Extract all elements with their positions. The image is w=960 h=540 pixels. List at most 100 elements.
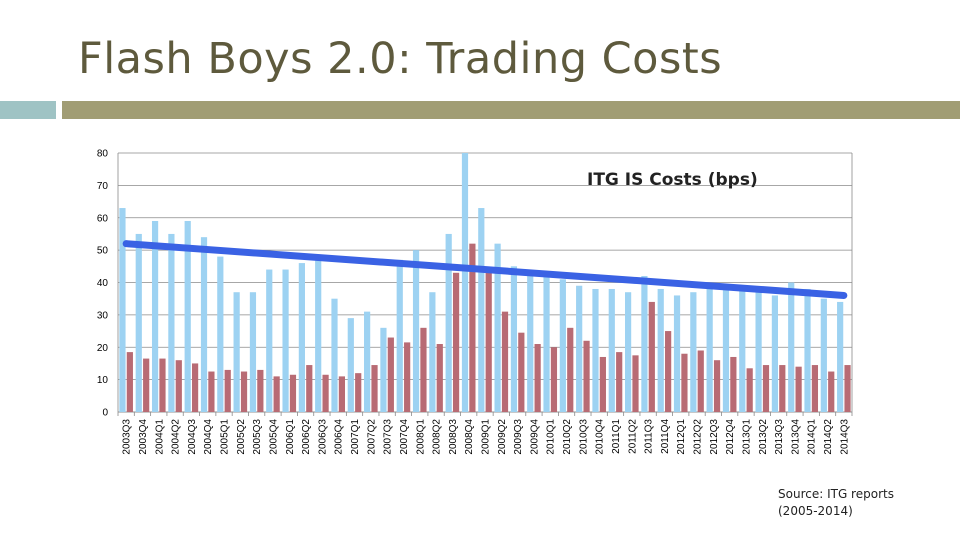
x-tick-label: 2005Q2 <box>236 419 247 455</box>
bar <box>159 358 166 412</box>
bar <box>387 337 394 412</box>
y-tick-label: 60 <box>97 213 109 224</box>
bar <box>625 292 632 412</box>
bar <box>233 292 240 412</box>
bar <box>168 233 175 412</box>
bar <box>331 298 338 412</box>
x-tick-label: 2010Q1 <box>546 419 557 455</box>
bar <box>461 153 469 412</box>
bar <box>429 292 436 412</box>
bar <box>616 352 623 412</box>
y-tick-label: 80 <box>97 149 109 160</box>
bar <box>119 208 126 412</box>
x-tick-label: 2012Q4 <box>725 419 736 455</box>
y-tick-label: 30 <box>97 310 109 321</box>
bar <box>697 350 704 412</box>
x-tick-label: 2003Q3 <box>122 419 133 455</box>
bar <box>485 272 492 412</box>
bar <box>200 237 208 412</box>
bar <box>788 282 795 412</box>
bar <box>657 288 664 412</box>
source-line-1: Source: ITG reports <box>778 487 894 501</box>
bar <box>175 360 182 412</box>
y-tick-label: 70 <box>97 181 109 192</box>
x-tick-label: 2008Q3 <box>448 419 459 455</box>
bar <box>762 365 770 412</box>
bar <box>673 295 681 412</box>
bar <box>518 332 525 412</box>
bar <box>240 371 248 412</box>
slide-title: Flash Boys 2.0: Trading Costs <box>78 34 723 84</box>
bar <box>543 276 550 412</box>
chart-annotation: ITG IS Costs (bps) <box>587 170 758 190</box>
trendline <box>122 240 848 299</box>
accent-bar-left <box>0 101 56 119</box>
bar <box>266 269 273 412</box>
bar <box>151 220 159 412</box>
x-tick-label: 2010Q4 <box>595 419 606 455</box>
bar <box>837 301 844 412</box>
x-tick-label: 2013Q3 <box>774 419 785 455</box>
x-tick-label: 2012Q1 <box>676 419 687 455</box>
bar <box>126 352 133 412</box>
x-tick-label: 2007Q1 <box>350 419 361 455</box>
bar <box>396 259 403 412</box>
y-tick-label: 10 <box>97 375 109 386</box>
bar <box>690 292 697 412</box>
bar <box>811 365 819 412</box>
bar <box>494 243 501 412</box>
bar <box>192 363 199 412</box>
y-tick-label: 40 <box>97 278 109 289</box>
bar <box>143 358 150 412</box>
bar <box>298 263 305 412</box>
bar <box>355 373 362 412</box>
bar <box>713 360 721 412</box>
bar <box>306 365 313 412</box>
x-tick-label: 2012Q3 <box>709 419 720 455</box>
x-tick-label: 2008Q2 <box>432 419 443 455</box>
bar <box>452 272 460 412</box>
bar <box>217 256 224 412</box>
bar <box>648 301 655 412</box>
bar <box>795 366 802 412</box>
bar <box>404 342 411 412</box>
y-tick-label: 50 <box>97 246 109 257</box>
y-tick-label: 20 <box>97 343 109 354</box>
x-tick-label: 2004Q4 <box>203 419 214 455</box>
x-tick-label: 2009Q2 <box>497 419 508 455</box>
bar <box>315 256 322 412</box>
bar <box>371 365 378 412</box>
x-tick-label: 2013Q1 <box>741 419 752 455</box>
bar <box>771 295 778 412</box>
x-tick-label: 2009Q1 <box>481 419 492 455</box>
bar <box>412 250 420 412</box>
bar <box>436 344 443 412</box>
x-tick-label: 2014Q3 <box>839 419 850 455</box>
bar <box>282 269 289 412</box>
bar <box>469 243 476 412</box>
bar <box>208 371 215 412</box>
bar <box>273 376 280 412</box>
bar <box>576 285 583 412</box>
bar <box>739 288 746 412</box>
bar <box>804 288 811 412</box>
bar <box>510 266 518 412</box>
bar <box>559 279 566 412</box>
source-note: Source: ITG reports (2005-2014) <box>778 486 894 520</box>
x-tick-label: 2013Q4 <box>790 419 801 455</box>
bar <box>249 292 257 412</box>
x-tick-label: 2009Q3 <box>513 419 524 455</box>
x-tick-label: 2006Q3 <box>317 419 328 455</box>
bar <box>184 220 191 412</box>
x-tick-label: 2004Q2 <box>171 419 182 455</box>
bar <box>755 288 762 412</box>
bar <box>289 374 297 412</box>
x-tick-label: 2007Q3 <box>383 419 394 455</box>
x-tick-label: 2014Q2 <box>823 419 834 455</box>
x-tick-label: 2007Q4 <box>399 419 410 455</box>
x-tick-label: 2005Q4 <box>268 419 279 455</box>
x-tick-label: 2006Q1 <box>285 419 296 455</box>
x-tick-label: 2011Q4 <box>660 419 671 454</box>
bar <box>746 368 753 412</box>
x-tick-label: 2003Q4 <box>138 419 149 455</box>
